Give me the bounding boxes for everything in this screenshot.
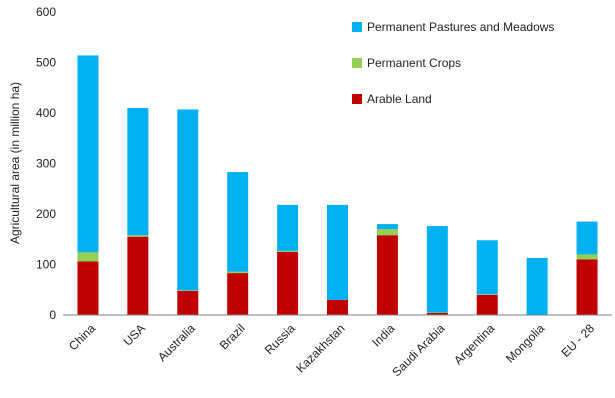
bar-russia-arable-land	[277, 251, 299, 315]
bar-india-permanent-crops	[376, 229, 398, 236]
y-tick-label: 200	[36, 207, 56, 221]
bar-saudi-arabia-permanent-pastures-and-meadows	[426, 226, 448, 313]
bar-argentina-permanent-pastures-and-meadows	[476, 240, 498, 295]
x-tick-label-brazil: Brazil	[217, 321, 248, 352]
bar-usa-permanent-pastures-and-meadows	[127, 107, 149, 236]
x-tick-label-australia: Australia	[155, 321, 198, 364]
x-tick-label-kazakhstan: Kazakhstan	[293, 321, 347, 375]
legend-label-arable-land: Arable Land	[367, 92, 432, 106]
x-tick-label-argentina: Argentina	[451, 321, 497, 367]
x-tick-label-china: China	[66, 321, 98, 353]
bar-brazil-permanent-crops	[227, 271, 249, 274]
y-axis-label: Agricultural area (in million ha)	[8, 82, 22, 244]
bar-argentina-arable-land	[476, 294, 498, 315]
bars-group	[77, 55, 598, 315]
bar-russia-permanent-pastures-and-meadows	[277, 204, 299, 251]
bar-eu-28-permanent-crops	[576, 254, 598, 260]
y-tick-label: 500	[36, 56, 56, 70]
x-tick-label-russia: Russia	[262, 321, 298, 357]
x-tick-label-usa: USA	[121, 321, 148, 348]
legend-label-permanent-pastures-and-meadows: Permanent Pastures and Meadows	[367, 20, 554, 34]
bar-russia-permanent-crops	[277, 250, 299, 252]
y-tick-label: 0	[49, 308, 56, 322]
bar-australia-permanent-crops	[177, 290, 199, 291]
y-axis-ticks: 0 100 200 300 400 500 600	[36, 5, 56, 322]
bar-argentina-permanent-crops	[476, 294, 498, 295]
bar-australia-permanent-pastures-and-meadows	[177, 109, 199, 291]
y-tick-label: 400	[36, 106, 56, 120]
x-tick-label-eu-28: EU - 28	[558, 321, 597, 360]
bar-china-permanent-crops	[77, 252, 99, 262]
bar-kazakhstan-arable-land	[327, 299, 348, 315]
legend-label-permanent-crops: Permanent Crops	[367, 56, 461, 70]
bar-china-arable-land	[77, 261, 99, 315]
bar-australia-arable-land	[177, 290, 199, 315]
legend: Permanent Pastures and Meadows Permanent …	[352, 20, 554, 106]
legend-swatch-arable-land	[352, 94, 362, 104]
bar-kazakhstan-permanent-pastures-and-meadows	[327, 204, 348, 300]
legend-swatch-permanent-crops	[352, 58, 362, 68]
bar-brazil-permanent-pastures-and-meadows	[227, 172, 249, 272]
bar-china-permanent-pastures-and-meadows	[77, 55, 99, 253]
bar-usa-arable-land	[127, 236, 149, 315]
bar-eu-28-arable-land	[576, 259, 598, 315]
y-tick-label: 300	[36, 157, 56, 171]
bar-brazil-arable-land	[227, 273, 249, 315]
bar-saudi-arabia-permanent-crops	[426, 312, 448, 313]
bar-mongolia-permanent-pastures-and-meadows	[526, 257, 548, 315]
x-tick-label-mongolia: Mongolia	[503, 321, 548, 366]
legend-swatch-permanent-pastures-and-meadows	[352, 22, 362, 32]
y-tick-label: 100	[36, 258, 56, 272]
x-tick-label-saudi-arabia: Saudi Arabia	[389, 321, 447, 379]
bar-india-arable-land	[376, 235, 398, 315]
y-tick-label: 600	[36, 5, 56, 19]
bar-saudi-arabia-arable-land	[426, 312, 448, 315]
bar-eu-28-permanent-pastures-and-meadows	[576, 221, 598, 255]
x-tick-label-india: India	[369, 321, 398, 350]
bar-india-permanent-pastures-and-meadows	[376, 224, 398, 230]
bar-usa-permanent-crops	[127, 235, 149, 237]
